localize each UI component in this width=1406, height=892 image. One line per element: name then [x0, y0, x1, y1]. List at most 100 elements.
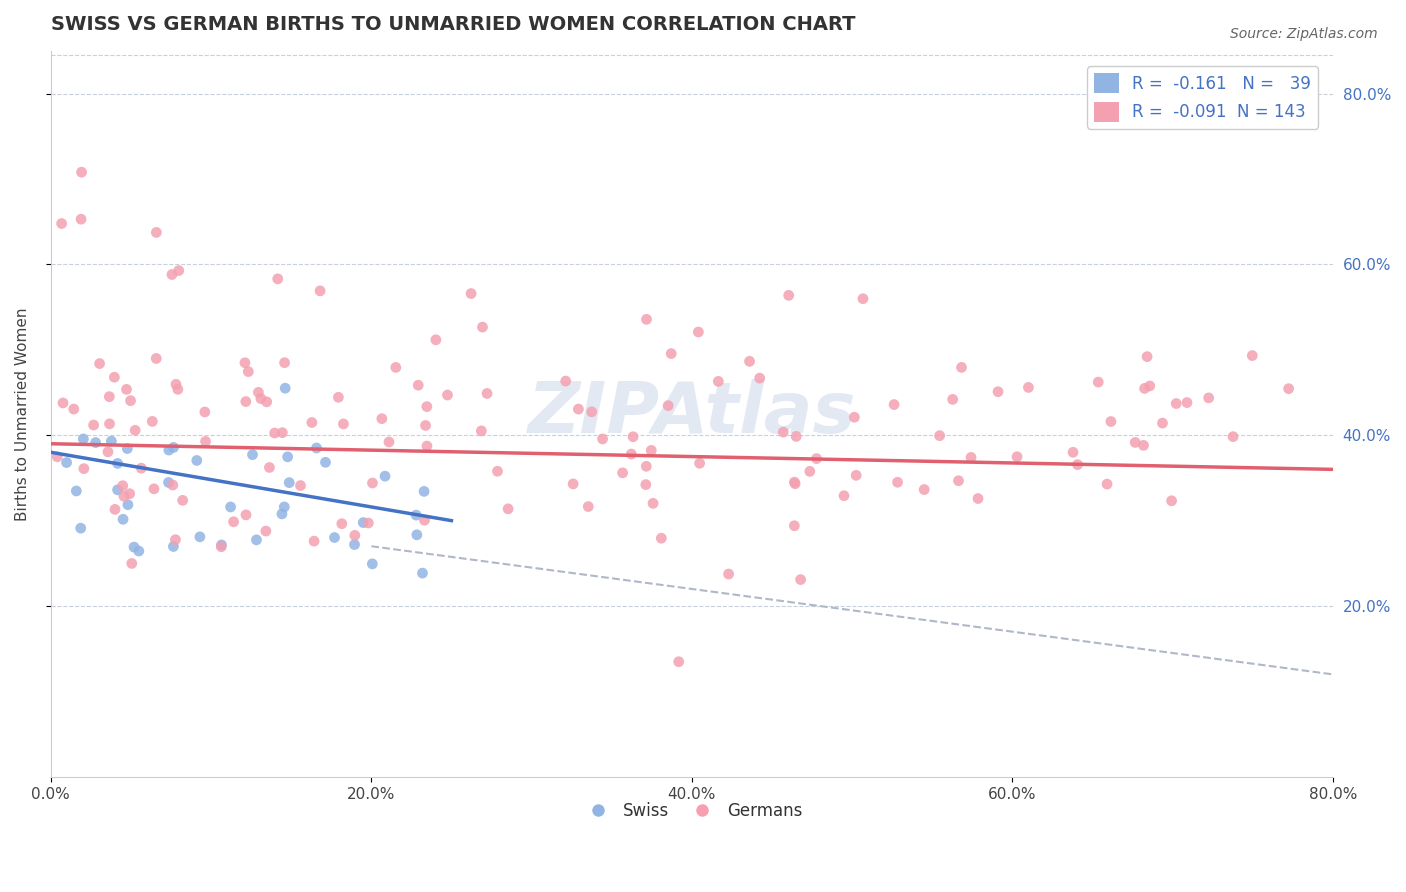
Point	[211, 538, 233, 552]
Point	[70, 212, 93, 227]
Point	[554, 374, 576, 388]
Point	[471, 320, 494, 334]
Point	[942, 392, 965, 407]
Point	[562, 476, 585, 491]
Point	[845, 468, 868, 483]
Point	[219, 500, 242, 514]
Point	[361, 475, 384, 490]
Point	[783, 518, 806, 533]
Point	[1198, 391, 1220, 405]
Point	[117, 442, 139, 456]
Point	[778, 288, 800, 302]
Point	[121, 557, 143, 571]
Text: SWISS VS GERMAN BIRTHS TO UNMARRIED WOMEN CORRELATION CHART: SWISS VS GERMAN BIRTHS TO UNMARRIED WOME…	[51, 15, 855, 34]
Point	[886, 475, 908, 490]
Point	[278, 475, 301, 490]
Point	[1017, 380, 1039, 394]
Point	[157, 475, 180, 490]
Point	[263, 425, 285, 440]
Point	[883, 398, 905, 412]
Point	[567, 402, 589, 417]
Point	[259, 460, 281, 475]
Point	[145, 351, 167, 366]
Point	[1241, 349, 1264, 363]
Point	[162, 478, 184, 492]
Point	[1123, 435, 1146, 450]
Point	[100, 434, 122, 449]
Point	[1139, 379, 1161, 393]
Point	[157, 443, 180, 458]
Point	[689, 456, 711, 470]
Point	[141, 414, 163, 428]
Point	[960, 450, 983, 465]
Point	[165, 533, 187, 547]
Point	[167, 263, 190, 277]
Point	[581, 405, 603, 419]
Point	[411, 566, 433, 581]
Point	[115, 383, 138, 397]
Point	[112, 512, 135, 526]
Point	[799, 464, 821, 478]
Point	[436, 388, 458, 402]
Point	[415, 418, 437, 433]
Point	[188, 530, 211, 544]
Point	[52, 396, 75, 410]
Point	[967, 491, 990, 506]
Point	[576, 500, 599, 514]
Point	[273, 500, 295, 514]
Point	[72, 432, 94, 446]
Point	[832, 489, 855, 503]
Point	[309, 284, 332, 298]
Point	[124, 423, 146, 437]
Point	[374, 469, 396, 483]
Point	[238, 365, 260, 379]
Point	[406, 378, 429, 392]
Point	[1099, 415, 1122, 429]
Point	[948, 474, 970, 488]
Point	[748, 371, 770, 385]
Point	[69, 521, 91, 535]
Point	[98, 417, 121, 431]
Point	[118, 486, 141, 500]
Point	[55, 456, 77, 470]
Point	[332, 417, 354, 431]
Point	[162, 540, 184, 554]
Point	[688, 325, 710, 339]
Point	[328, 390, 350, 404]
Point	[104, 502, 127, 516]
Text: Source: ZipAtlas.com: Source: ZipAtlas.com	[1230, 27, 1378, 41]
Point	[1222, 430, 1244, 444]
Point	[1160, 493, 1182, 508]
Point	[612, 466, 634, 480]
Point	[785, 476, 807, 491]
Point	[98, 390, 121, 404]
Point	[1136, 350, 1159, 364]
Point	[1005, 450, 1028, 464]
Point	[486, 464, 509, 478]
Point	[343, 537, 366, 551]
Point	[413, 484, 436, 499]
Point	[143, 482, 166, 496]
Point	[46, 450, 69, 464]
Point	[1062, 445, 1084, 459]
Point	[636, 312, 658, 326]
Point	[1066, 458, 1088, 472]
Point	[987, 384, 1010, 399]
Point	[107, 457, 129, 471]
Point	[117, 498, 139, 512]
Point	[323, 531, 346, 545]
Point	[634, 477, 657, 491]
Point	[314, 455, 336, 469]
Point	[62, 402, 84, 417]
Point	[122, 540, 145, 554]
Point	[194, 405, 217, 419]
Point	[84, 435, 107, 450]
Point	[271, 425, 294, 440]
Point	[302, 534, 325, 549]
Point	[254, 524, 277, 538]
Point	[460, 286, 482, 301]
Point	[250, 392, 273, 406]
Point	[785, 429, 807, 443]
Point	[844, 410, 866, 425]
Point	[650, 531, 672, 545]
